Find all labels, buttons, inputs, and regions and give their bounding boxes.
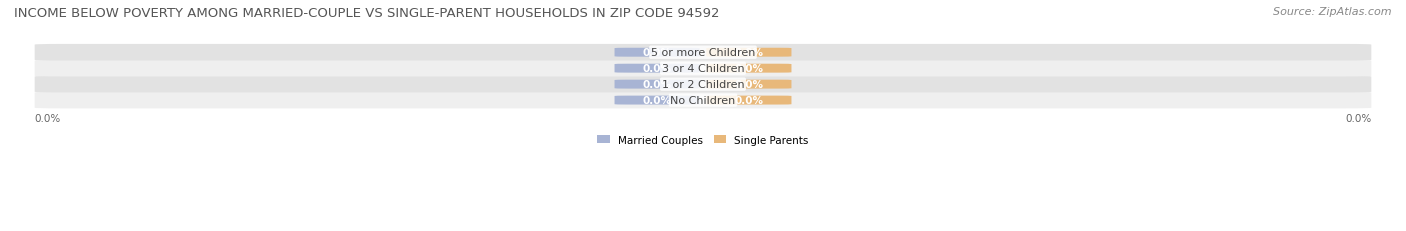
FancyBboxPatch shape [706, 49, 792, 58]
Text: 0.0%: 0.0% [643, 80, 672, 90]
Text: 0.0%: 0.0% [643, 48, 672, 58]
Text: 1 or 2 Children: 1 or 2 Children [662, 80, 744, 90]
Text: 0.0%: 0.0% [734, 64, 763, 74]
Legend: Married Couples, Single Parents: Married Couples, Single Parents [595, 132, 811, 148]
FancyBboxPatch shape [614, 80, 700, 89]
FancyBboxPatch shape [706, 64, 792, 73]
Text: 0.0%: 0.0% [643, 64, 672, 74]
Text: 0.0%: 0.0% [734, 96, 763, 106]
Text: 0.0%: 0.0% [734, 80, 763, 90]
Text: No Children: No Children [671, 96, 735, 106]
FancyBboxPatch shape [706, 96, 792, 105]
FancyBboxPatch shape [35, 45, 1371, 61]
FancyBboxPatch shape [35, 61, 1371, 77]
FancyBboxPatch shape [614, 49, 700, 58]
Text: 3 or 4 Children: 3 or 4 Children [662, 64, 744, 74]
FancyBboxPatch shape [614, 96, 700, 105]
Text: 0.0%: 0.0% [734, 48, 763, 58]
Text: 0.0%: 0.0% [643, 96, 672, 106]
Text: INCOME BELOW POVERTY AMONG MARRIED-COUPLE VS SINGLE-PARENT HOUSEHOLDS IN ZIP COD: INCOME BELOW POVERTY AMONG MARRIED-COUPL… [14, 7, 720, 20]
FancyBboxPatch shape [706, 80, 792, 89]
FancyBboxPatch shape [35, 92, 1371, 109]
Text: Source: ZipAtlas.com: Source: ZipAtlas.com [1274, 7, 1392, 17]
FancyBboxPatch shape [614, 64, 700, 73]
FancyBboxPatch shape [35, 76, 1371, 93]
Text: 5 or more Children: 5 or more Children [651, 48, 755, 58]
